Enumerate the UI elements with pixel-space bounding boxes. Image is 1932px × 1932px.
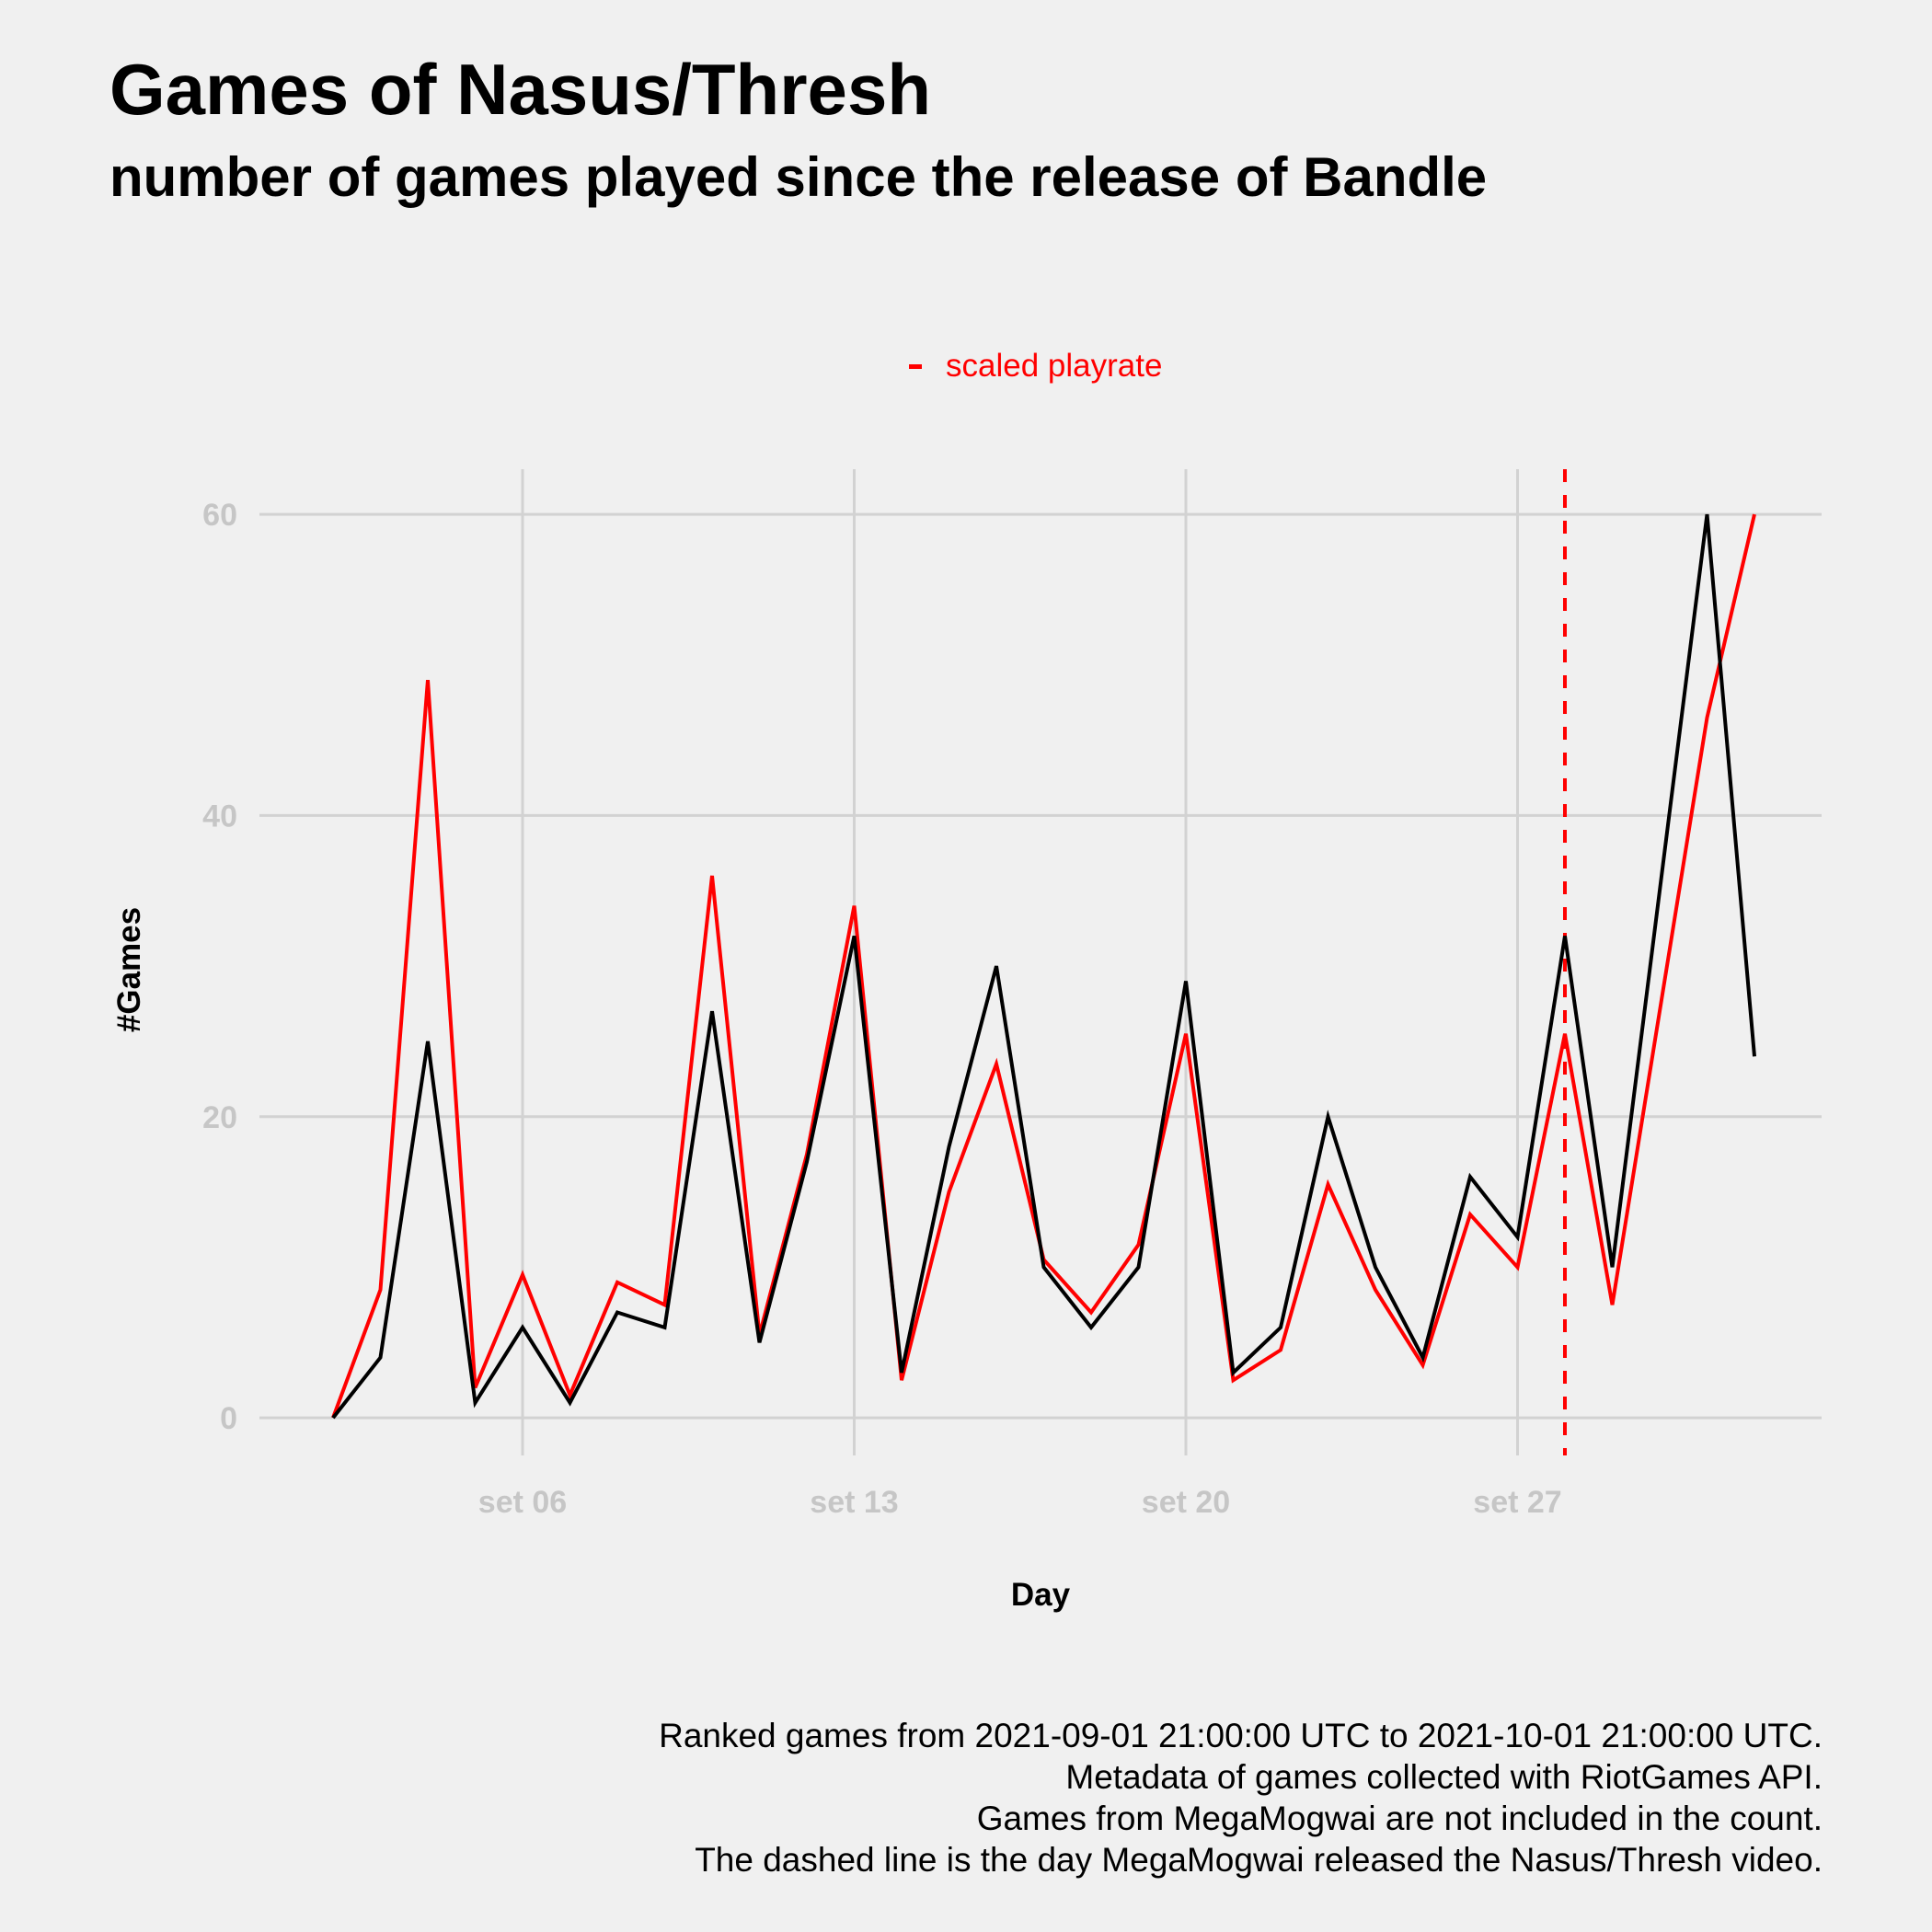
y-tick-label: 40 bbox=[202, 799, 237, 834]
legend-label-scaled-playrate: scaled playrate bbox=[946, 348, 1163, 384]
x-tick-label: set 06 bbox=[478, 1485, 567, 1520]
y-tick-label: 0 bbox=[220, 1401, 237, 1436]
x-tick-label: set 13 bbox=[810, 1485, 898, 1520]
legend-key-scaled-playrate bbox=[909, 363, 922, 369]
x-axis-title: Day bbox=[1011, 1577, 1071, 1613]
legend: scaled playrate bbox=[909, 348, 1162, 385]
caption-line: Ranked games from 2021-09-01 21:00:00 UT… bbox=[659, 1717, 1823, 1754]
x-tick-label: set 27 bbox=[1473, 1485, 1561, 1520]
series-line-scaled-playrate bbox=[331, 513, 1756, 1419]
caption-line: Metadata of games collected with RiotGam… bbox=[1065, 1758, 1823, 1796]
x-tick-label: set 20 bbox=[1142, 1485, 1230, 1520]
caption: Ranked games from 2021-09-01 21:00:00 UT… bbox=[659, 1715, 1823, 1880]
caption-line: The dashed line is the day MegaMogwai re… bbox=[695, 1841, 1823, 1879]
chart-title: Games of Nasus/Thresh bbox=[109, 49, 931, 130]
chart-subtitle: number of games played since the release… bbox=[109, 146, 1488, 208]
y-tick-label: 60 bbox=[202, 498, 237, 533]
y-tick-label: 20 bbox=[202, 1100, 237, 1135]
y-axis-title: #Games bbox=[111, 907, 147, 1032]
series-line-games bbox=[331, 513, 1756, 1420]
caption-line: Games from MegaMogwai are not included i… bbox=[976, 1800, 1823, 1837]
